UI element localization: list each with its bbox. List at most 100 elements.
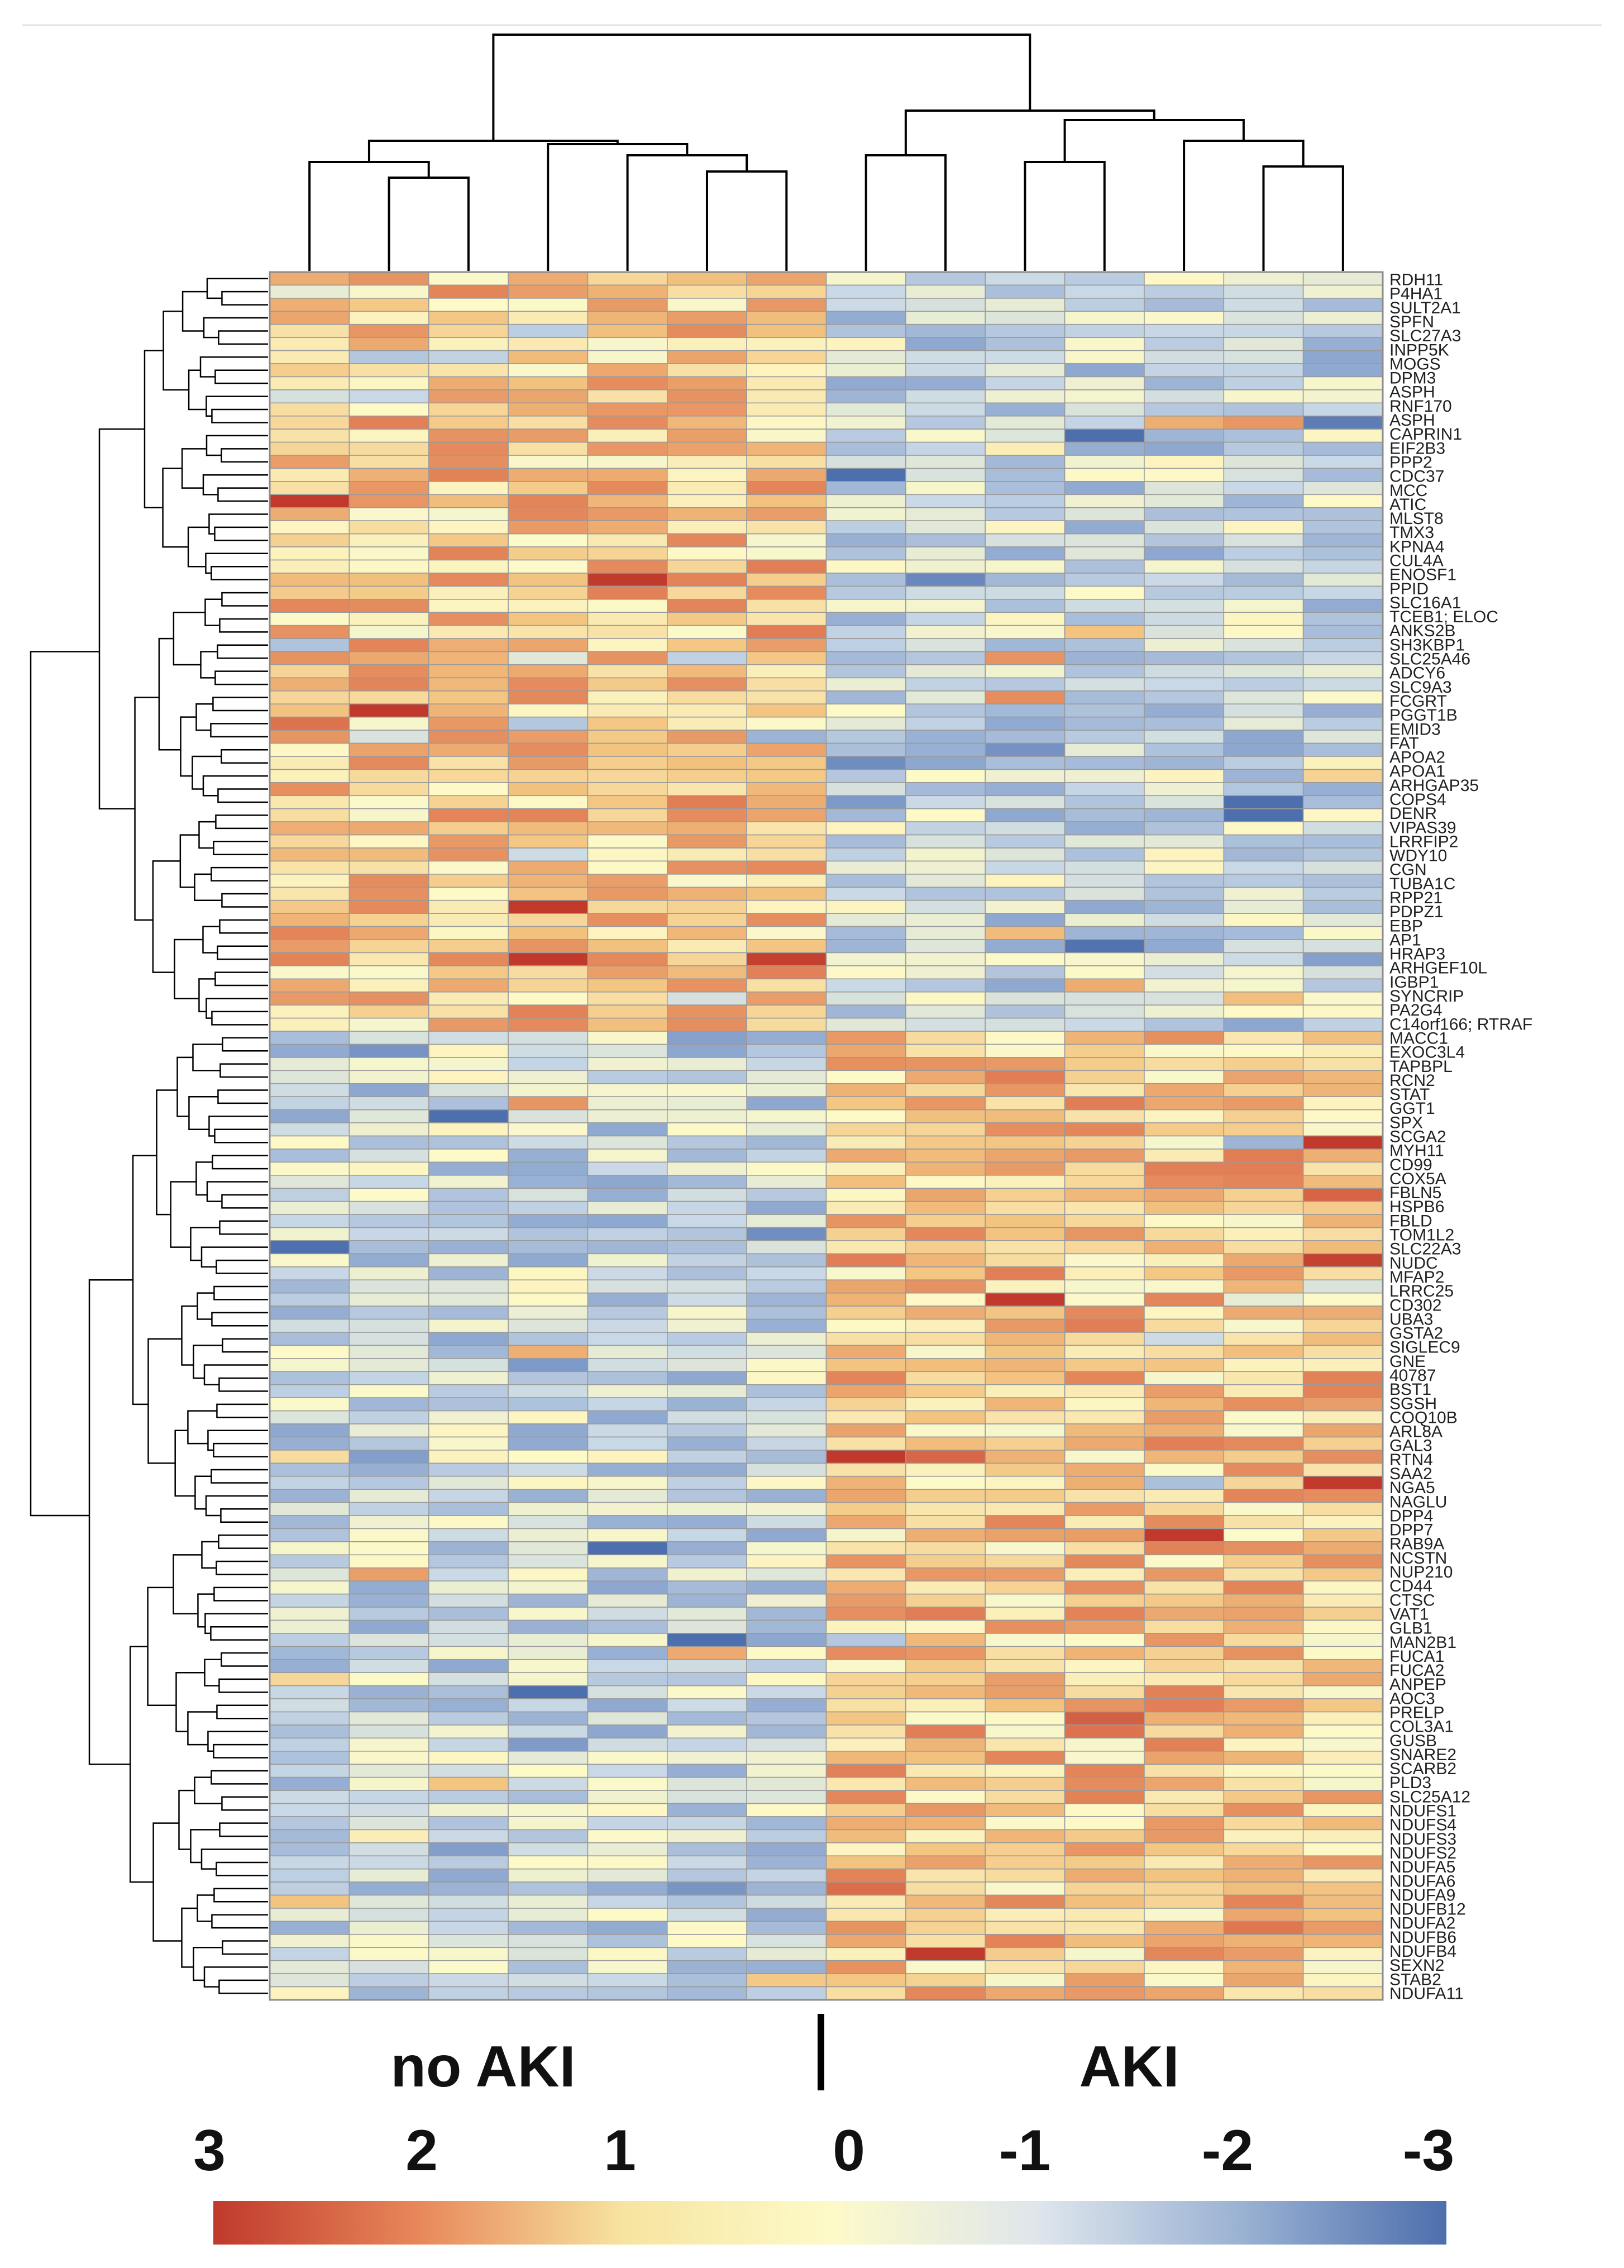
- heatmap-cell: [1302, 808, 1383, 822]
- heatmap-cell: [269, 1384, 350, 1398]
- heatmap-cell: [1144, 965, 1225, 980]
- heatmap-cell: [985, 1515, 1066, 1530]
- heatmap-cell: [905, 1292, 986, 1307]
- heatmap-cell: [1223, 1502, 1304, 1516]
- heatmap-cell: [587, 952, 668, 966]
- heatmap-cell: [1064, 428, 1145, 443]
- heatmap-cell: [587, 1175, 668, 1189]
- heatmap-cell: [746, 860, 827, 875]
- heatmap-cell: [428, 1842, 509, 1857]
- heatmap-cell: [348, 1135, 429, 1150]
- heatmap-cell: [1302, 1031, 1383, 1045]
- gene-label: NDUFS1: [1389, 1802, 1456, 1821]
- dendrogram-link: [194, 1776, 222, 1804]
- heatmap-cell: [985, 1096, 1066, 1111]
- heatmap-cell: [666, 769, 747, 783]
- heatmap-cell: [348, 559, 429, 574]
- heatmap-cell: [666, 1541, 747, 1556]
- heatmap-cell: [985, 1122, 1066, 1137]
- heatmap-cell: [587, 520, 668, 535]
- heatmap-cell: [348, 1096, 429, 1111]
- heatmap-cell: [587, 599, 668, 613]
- heatmap-cell: [1064, 468, 1145, 482]
- heatmap-cell: [746, 520, 827, 535]
- heatmap-cell: [1223, 1200, 1304, 1215]
- heatmap-cell: [825, 1397, 906, 1412]
- heatmap-border: [269, 271, 1384, 2001]
- heatmap-cell: [985, 428, 1066, 443]
- heatmap-cell: [985, 1070, 1066, 1084]
- heatmap-cell: [428, 507, 509, 522]
- heatmap-cell: [825, 585, 906, 600]
- heatmap-cell: [348, 952, 429, 966]
- heatmap-cell: [746, 441, 827, 456]
- heatmap-cell: [428, 1305, 509, 1320]
- heatmap-cell: [1302, 1004, 1383, 1019]
- heatmap-cell: [746, 507, 827, 522]
- heatmap-cell: [746, 350, 827, 364]
- heatmap-cell: [508, 1554, 589, 1569]
- heatmap-cell: [1223, 1672, 1304, 1686]
- heatmap-cell: [825, 1803, 906, 1817]
- heatmap-cell: [587, 1161, 668, 1176]
- heatmap-cell: [269, 1672, 350, 1686]
- heatmap-cell: [905, 1646, 986, 1660]
- heatmap-cell: [905, 991, 986, 1006]
- heatmap-cell: [1223, 1450, 1304, 1464]
- heatmap-cell: [746, 1842, 827, 1857]
- gene-label: HSPB6: [1389, 1198, 1444, 1216]
- heatmap-cell: [985, 415, 1066, 430]
- dendrogram-link: [214, 670, 268, 685]
- heatmap-cell: [825, 1227, 906, 1241]
- heatmap-cell: [508, 1776, 589, 1791]
- heatmap-cell: [1223, 742, 1304, 757]
- heatmap-cell: [746, 559, 827, 574]
- heatmap-cell: [508, 1200, 589, 1215]
- heatmap-cell: [825, 1149, 906, 1163]
- heatmap-cell: [508, 271, 589, 286]
- heatmap-cell: [587, 1868, 668, 1883]
- heatmap-cell: [746, 481, 827, 495]
- dendrogram-link: [158, 637, 181, 751]
- heatmap-cell: [508, 1227, 589, 1241]
- dendrogram-link: [180, 716, 197, 777]
- heatmap-cell: [508, 1973, 589, 1988]
- heatmap-cell: [825, 363, 906, 378]
- heatmap-cell: [825, 1685, 906, 1699]
- heatmap-cell: [269, 612, 350, 626]
- heatmap-cell: [1144, 1017, 1225, 1032]
- heatmap-cell: [666, 1816, 747, 1831]
- heatmap-cell: [1302, 703, 1383, 718]
- heatmap-cell: [269, 1096, 350, 1111]
- heatmap-cell: [1064, 1528, 1145, 1542]
- heatmap-cell: [746, 1384, 827, 1398]
- heatmap-cell: [508, 1803, 589, 1817]
- heatmap-cell: [348, 1397, 429, 1412]
- heatmap-cell: [348, 874, 429, 888]
- heatmap-cell: [666, 1358, 747, 1373]
- heatmap-cell: [905, 1122, 986, 1137]
- heatmap-cell: [985, 1149, 1066, 1163]
- heatmap-cell: [1223, 1711, 1304, 1726]
- heatmap-cell: [508, 1305, 589, 1320]
- heatmap-cell: [587, 1934, 668, 1948]
- heatmap-cell: [1064, 1541, 1145, 1556]
- heatmap-cell: [1223, 1619, 1304, 1634]
- heatmap-cell: [269, 1593, 350, 1608]
- heatmap-cell: [1223, 1855, 1304, 1870]
- heatmap-cell: [985, 769, 1066, 783]
- heatmap-cell: [1064, 1672, 1145, 1686]
- heatmap-cell: [905, 965, 986, 980]
- heatmap-cell: [1064, 716, 1145, 731]
- heatmap-cell: [269, 1188, 350, 1202]
- heatmap-cell: [666, 1371, 747, 1385]
- heatmap-cell: [746, 1253, 827, 1268]
- gene-label: RCN2: [1389, 1071, 1435, 1090]
- heatmap-cell: [1144, 716, 1225, 731]
- heatmap-cell: [825, 415, 906, 430]
- heatmap-cell: [508, 939, 589, 954]
- heatmap-cell: [348, 1567, 429, 1581]
- heatmap-cell: [985, 1057, 1066, 1071]
- heatmap-cell: [666, 1554, 747, 1569]
- heatmap-cell: [348, 860, 429, 875]
